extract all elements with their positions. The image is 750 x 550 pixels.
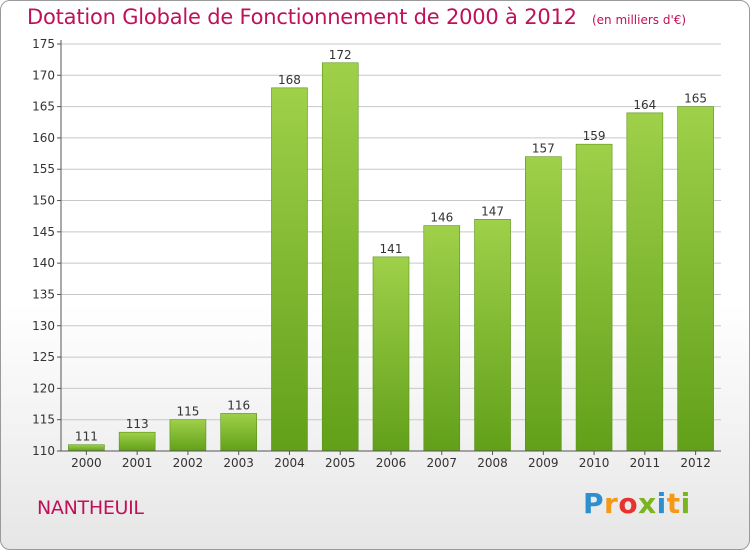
bar [68,444,105,452]
title-row: Dotation Globale de Fonctionnement de 20… [27,5,686,29]
chart-title: Dotation Globale de Fonctionnement de 20… [27,5,577,29]
x-tick-label: 2002 [173,456,204,470]
bar [525,156,562,452]
bars: 111 113 115 116 168 172 141 146 147 157 159 164 165 [68,48,714,452]
bar [575,143,613,452]
y-tick-label: 155 [32,162,55,176]
data-label: 113 [126,417,149,431]
data-label: 147 [481,204,504,218]
bar [169,419,207,452]
x-tick-label: 2008 [477,456,508,470]
y-tick-label: 140 [32,256,55,270]
bar [271,87,308,452]
brand-letter: i [680,487,691,520]
data-label: 116 [227,398,250,412]
axes: 110 115 120 125 130 135 140 145 150 155 160 165 170 1… [32,37,721,470]
brand-letter: t [666,487,681,520]
bar [220,413,257,452]
y-tick-label: 145 [32,225,55,239]
x-tick-label: 2010 [579,456,610,470]
data-label: 141 [380,242,403,256]
commune-name: NANTHEUIL [37,497,144,519]
x-tick-label: 2012 [680,456,711,470]
data-label: 164 [633,98,656,112]
data-label: 146 [430,211,453,225]
y-tick-label: 115 [32,413,55,427]
data-label: 115 [176,405,199,419]
data-label: 159 [583,129,606,143]
data-label: 168 [278,73,301,87]
y-tick-label: 130 [32,319,55,333]
bar [626,112,664,452]
brand-letter: i [656,487,667,520]
y-tick-label: 160 [32,131,55,145]
chart-subtitle: (en milliers d'€) [591,13,687,27]
bar [677,106,714,452]
brand-letter: P [583,487,605,520]
y-tick-label: 110 [32,444,55,458]
data-label: 172 [329,48,352,62]
brand-logo: Proxiti [583,487,691,520]
x-tick-label: 2011 [630,456,661,470]
x-tick-label: 2001 [122,456,153,470]
y-tick-label: 135 [32,287,55,301]
x-tick-label: 2007 [426,456,457,470]
y-tick-label: 170 [32,68,55,82]
data-label: 165 [684,92,707,106]
bar [118,431,156,452]
bar [423,225,461,452]
x-tick-label: 2009 [528,456,559,470]
x-tick-label: 2003 [223,456,254,470]
y-tick-label: 165 [32,100,55,114]
x-tick-label: 2004 [274,456,305,470]
brand-letter: r [604,487,619,520]
brand-letter: o [618,487,639,520]
x-tick-label: 2006 [376,456,407,470]
data-label: 111 [75,430,98,444]
y-tick-label: 120 [32,381,55,395]
x-tick-label: 2005 [325,456,356,470]
x-tick-label: 2000 [71,456,102,470]
brand-letter: x [638,487,657,520]
data-label: 157 [532,142,555,156]
bar [474,219,511,452]
y-tick-label: 125 [32,350,55,364]
bar [372,256,410,452]
bar [321,62,359,452]
y-tick-label: 175 [32,37,55,51]
y-tick-label: 150 [32,194,55,208]
